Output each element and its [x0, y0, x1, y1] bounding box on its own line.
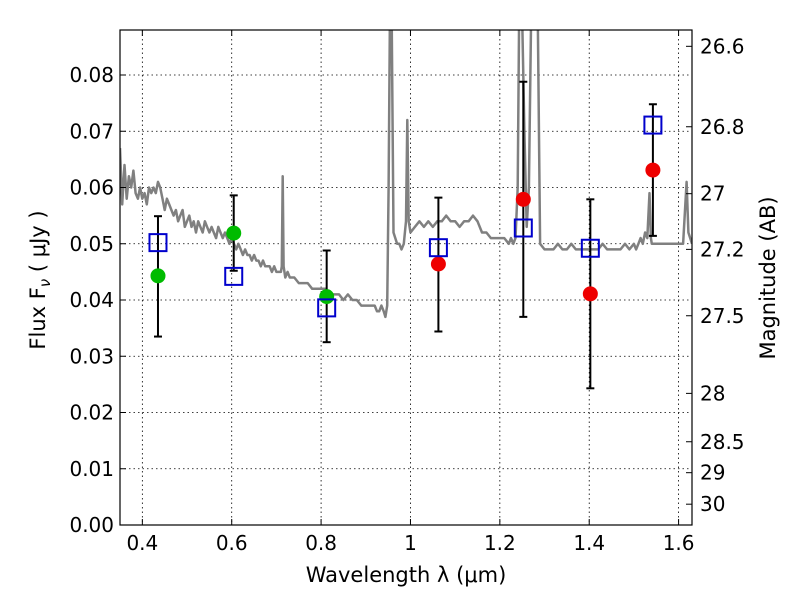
axes: 0.4 0.6 0.8 1 1.2 1.4 1.6 0.00 0.01 0.02 0.03 0.04 0…: [69, 30, 745, 555]
data-markers: [148, 115, 663, 318]
data-point-square: [148, 233, 168, 253]
data-point-square: [513, 218, 533, 238]
y-axis-title-subscript: ν: [36, 279, 54, 287]
y-tick-label: 0.05: [69, 232, 114, 256]
data-point-square: [580, 238, 600, 258]
y-axis-title: Flux Fν ( μJy ): [26, 210, 54, 349]
y-tick-label: 0.08: [69, 63, 114, 87]
y2-tick-label: 26.8: [700, 115, 745, 139]
y-tick-label: 0.00: [69, 513, 114, 537]
y2-axis-title: Magnitude (AB): [756, 196, 780, 359]
y-tick-label: 0.03: [69, 344, 114, 368]
grid: [120, 30, 692, 526]
y-axis-title-unit: ( μJy ): [26, 210, 50, 278]
data-point-circle: [150, 268, 166, 284]
y2-tick-label: 28: [700, 381, 725, 405]
y2-tick-label: 30: [700, 492, 725, 516]
data-point-circle: [319, 289, 335, 305]
data-point-square: [428, 238, 448, 258]
x-tick-label: 0.6: [216, 531, 248, 555]
y2-tick-label: 27.2: [700, 237, 745, 261]
x-tick-label: 1.4: [573, 531, 605, 555]
x-tick-label: 1.2: [484, 531, 516, 555]
model-spectrum-line: [120, 30, 692, 319]
data-point-square: [224, 266, 244, 286]
x-tick-label: 0.4: [126, 531, 158, 555]
x-axis-title: Wavelength λ (μm): [306, 563, 507, 587]
x-tick-label: 1.6: [663, 531, 695, 555]
y2-tick-label: 27.5: [700, 304, 745, 328]
data-point-circle: [582, 286, 598, 302]
data-point-circle: [226, 225, 242, 241]
y2-tick-label: 29: [700, 461, 725, 485]
y-tick-label: 0.01: [69, 457, 114, 481]
y2-tick-label: 28.5: [700, 430, 745, 454]
data-point-square: [643, 115, 663, 135]
y-tick-label: 0.06: [69, 176, 114, 200]
x-tick-label: 0.8: [305, 531, 337, 555]
data-point-circle: [430, 256, 446, 272]
y2-tick-label: 26.6: [700, 34, 745, 58]
plot-area: [120, 30, 692, 390]
plot-frame: [119, 29, 693, 526]
x-tick-label: 1: [404, 531, 417, 555]
y-tick-label: 0.04: [69, 288, 114, 312]
y-tick-label: 0.07: [69, 119, 114, 143]
y-axis-title-main: Flux F: [26, 287, 50, 349]
data-point-circle: [515, 191, 531, 207]
data-point-square: [317, 298, 337, 318]
data-point-circle: [645, 162, 661, 178]
y2-tick-label: 27: [700, 182, 725, 206]
y-tick-label: 0.02: [69, 401, 114, 425]
